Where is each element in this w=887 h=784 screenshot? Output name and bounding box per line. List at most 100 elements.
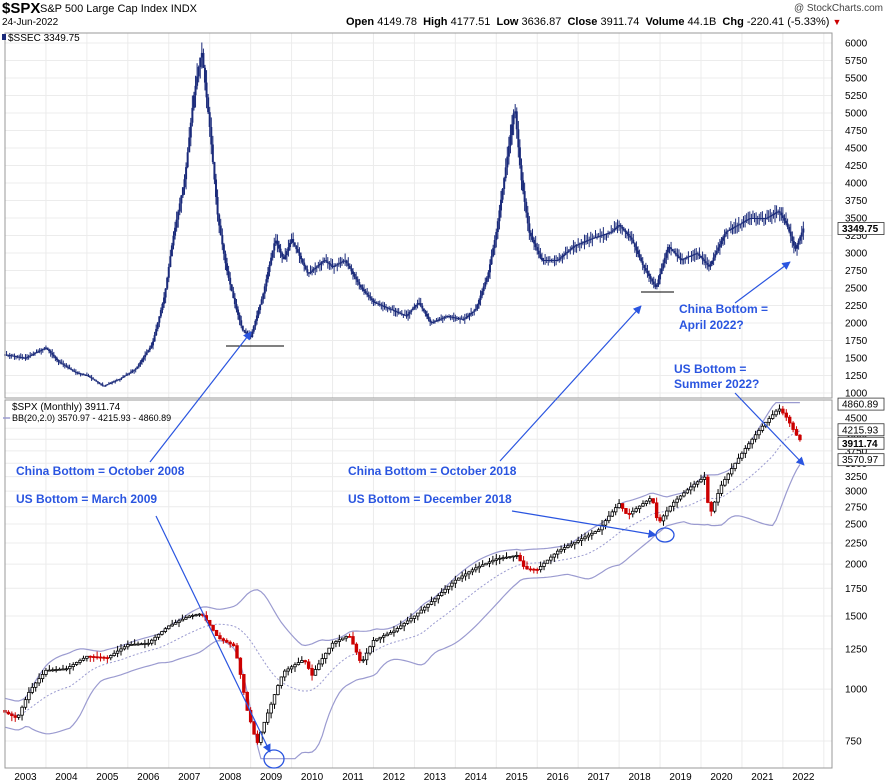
ssec-candle-body: [101, 384, 104, 386]
ssec-candle-body: [306, 269, 309, 273]
ssec-candle-body: [369, 296, 372, 299]
spx-candle-body: [497, 557, 502, 560]
spx-candle-body: [170, 623, 174, 627]
spx-candle-body: [102, 656, 106, 659]
spx-candle-body: [501, 557, 505, 560]
ssec-candle-body: [756, 218, 759, 219]
ssec-candle-body: [430, 321, 433, 323]
ssec-candle-body: [794, 245, 797, 249]
x-tick-label: 2004: [55, 772, 78, 783]
ssec-candle-body: [695, 253, 698, 255]
ssec-candle-body: [577, 244, 580, 246]
ssec-candle-body: [498, 210, 501, 222]
spx-candle-body: [631, 510, 635, 515]
ssec-candle-body: [407, 313, 410, 316]
spx-candle-body: [648, 498, 652, 502]
ssec-candle-body: [473, 310, 476, 312]
ssec-candle-body: [13, 355, 16, 357]
ssec-candle-body: [394, 310, 397, 312]
ssec-candle-body: [304, 265, 307, 270]
ssec-candle-body: [370, 298, 373, 301]
spx-candle-body: [613, 507, 618, 513]
spx-candle-body: [184, 617, 188, 620]
ssec-candle-body: [781, 215, 784, 218]
ssec-candle-body: [95, 380, 98, 382]
ssec-candle-body: [517, 129, 520, 148]
ssec-candle-body: [767, 216, 770, 218]
ssec-candle-body: [271, 250, 274, 258]
ssec-candle-body: [758, 218, 761, 219]
ssec-candle-body: [238, 314, 241, 321]
ssec-candle-body: [699, 255, 702, 258]
spx-candle-body: [702, 476, 707, 480]
spx-candle-body: [88, 655, 92, 658]
ssec-candle-body: [651, 278, 654, 282]
ssec-candle-body: [229, 277, 232, 285]
ssec-candle-body: [74, 371, 77, 373]
spx-candle-body: [596, 529, 601, 532]
spx-candle-body: [112, 652, 116, 656]
ssec-candle-body: [285, 251, 288, 256]
us-2009-bottom-circle: [263, 749, 285, 769]
ssec-candle-body: [241, 325, 244, 331]
ssec-candle-body: [797, 240, 800, 245]
ssec-candle-body: [292, 239, 295, 243]
spx-candle-body: [139, 643, 144, 646]
ssec-candle-body: [27, 356, 30, 358]
spx-candle-body: [559, 548, 563, 552]
bb-lower-band: [4, 464, 801, 760]
ssec-y-tick-label: 4000: [845, 179, 868, 190]
spx-candle-body: [150, 639, 154, 644]
x-tick-label: 2006: [137, 772, 160, 783]
spx-candle-body: [429, 601, 434, 605]
ssec-candle-body: [448, 316, 451, 318]
ssec-candle-body: [421, 305, 424, 309]
ssec-candle-body: [492, 248, 495, 257]
ssec-candle-body: [18, 356, 21, 358]
x-tick-label: 2015: [506, 772, 529, 783]
spx-candle-body: [573, 541, 577, 545]
ssec-candle-body: [386, 307, 389, 309]
ssec-candle-body: [761, 218, 764, 219]
spx-candle-body: [412, 615, 417, 619]
ssec-candle-body: [780, 212, 783, 216]
ssec-candle-body: [641, 261, 644, 265]
spx-candle-body: [64, 668, 69, 671]
ssec-candle-body: [747, 219, 750, 221]
ssec-candle-body: [114, 380, 117, 382]
ssec-candle-body: [511, 124, 514, 136]
ssec-candle-body: [644, 268, 647, 271]
ssec-candle-body: [580, 242, 583, 244]
ssec-candle-body: [792, 241, 795, 246]
ssec-candle-body: [41, 349, 44, 351]
ssec-candle-body: [43, 348, 46, 350]
spx-candle-body: [422, 606, 427, 611]
spx-y-tick-label: 1750: [845, 584, 868, 595]
ssec-y-tick-label: 2500: [845, 284, 868, 295]
ssec-candle-body: [744, 220, 747, 222]
ssec-candle-body: [751, 218, 754, 219]
ssec-candle-body: [262, 293, 265, 300]
ssec-candle-body: [73, 370, 76, 372]
spx-candle-body: [81, 657, 86, 661]
ssec-candle-body: [512, 113, 515, 125]
ssec-candle-body: [485, 277, 488, 283]
ssec-candle-body: [70, 368, 73, 370]
spx-candle-body: [385, 633, 389, 637]
ssec-candle-body: [60, 362, 63, 364]
ssec-candle-body: [562, 254, 565, 256]
spx-candle-body: [214, 629, 219, 636]
ssec-candle-body: [722, 237, 725, 241]
ssec-candle-body: [30, 354, 33, 356]
ssec-candle-body: [156, 322, 159, 329]
ssec-candle-body: [693, 253, 696, 255]
spx-candle-body: [798, 434, 802, 441]
ssec-candle-body: [585, 240, 588, 242]
spx-y-tick-label: 1000: [845, 685, 868, 696]
ssec-candle-body: [318, 263, 321, 266]
ssec-candle-body: [11, 355, 14, 357]
ssec-candle-body: [378, 304, 381, 306]
ssec-candle-body: [556, 260, 559, 261]
ssec-candle-body: [148, 347, 151, 351]
ssec-candle-body: [671, 249, 674, 252]
